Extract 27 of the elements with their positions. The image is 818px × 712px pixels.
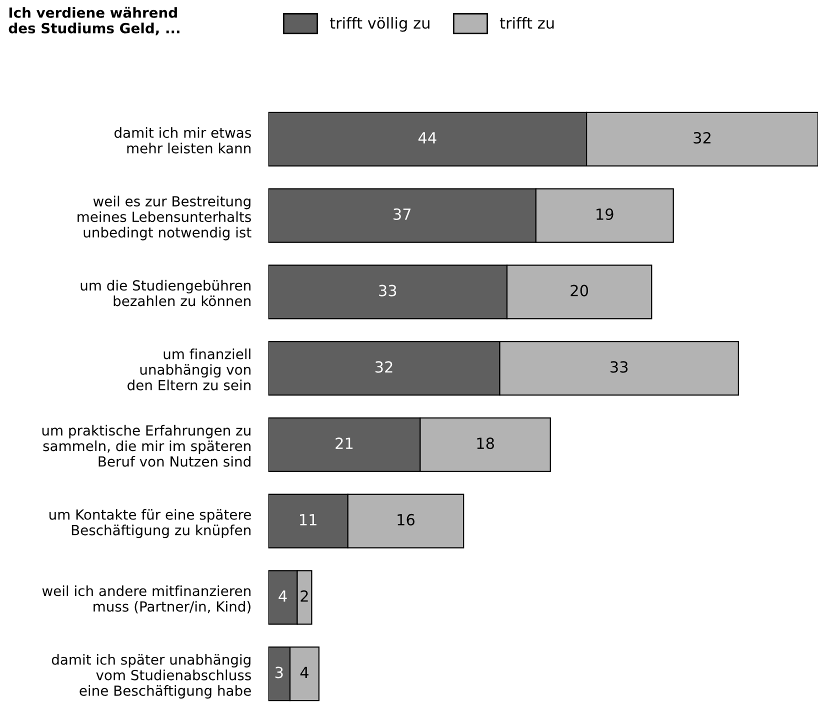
y-tick-label: um praktische Erfahrungen zu sammeln, die mir im späteren Beruf von Nutzen sind [42, 424, 250, 467]
y-tick-label: weil ich andere mitfinanzieren muss (Partner/in, Kind) [42, 585, 250, 614]
data-label: 4 [278, 590, 287, 602]
data-label: 33 [379, 284, 396, 296]
data-label: 11 [300, 514, 316, 526]
data-label: 20 [570, 284, 588, 296]
data-label: 32 [375, 361, 392, 373]
y-tick-label: weil es zur Bestreitung meines Lebensunterhalts unbedingt notwendig ist [78, 196, 252, 240]
data-label: 3 [275, 666, 283, 678]
text: Ich verdiene während des Studiums Geld, ... [8, 6, 180, 36]
data-label: 16 [398, 514, 414, 526]
data-label: 33 [610, 361, 628, 373]
legend-label: trifft zu [500, 16, 554, 29]
y-tick-label: damit ich mir etwas mehr leisten kann [114, 127, 251, 154]
data-label: 21 [336, 438, 353, 449]
data-label: 32 [694, 132, 710, 144]
data-label: 18 [477, 438, 494, 450]
data-label: 37 [394, 208, 411, 220]
legend-label: trifft völlig zu [330, 16, 430, 32]
y-tick-label: um Kontakte für eine spätere Beschäftigung zu knüpfen [49, 509, 251, 538]
data-label: 19 [596, 208, 614, 220]
y-tick-label: um finanziell unabhängig von den Eltern zu sein [128, 348, 250, 390]
data-label: 44 [418, 132, 436, 144]
data-label: 4 [300, 666, 308, 678]
y-tick-label: damit ich später unabhängig vom Studienabschluss eine Beschäftigung habe [52, 654, 251, 699]
y-tick-label: um die Studiengebühren bezahlen zu können [80, 280, 250, 306]
data-label: 2 [300, 590, 308, 602]
